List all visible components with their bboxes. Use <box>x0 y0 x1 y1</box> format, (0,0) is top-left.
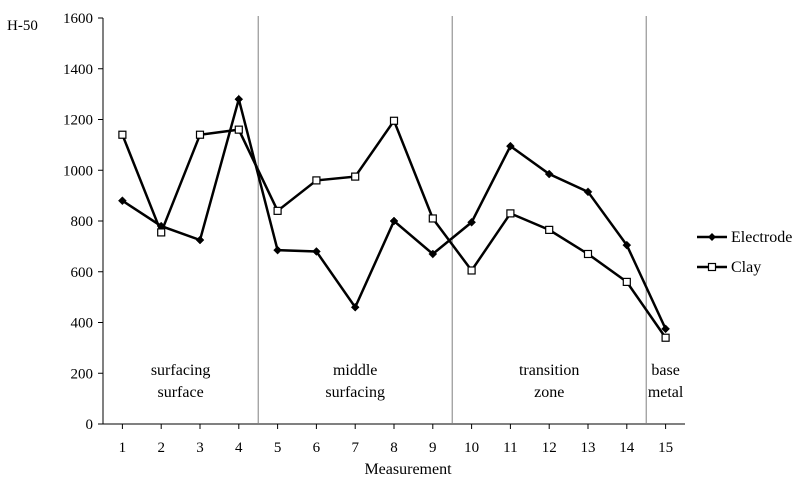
x-tick-label: 7 <box>351 440 359 456</box>
x-tick-label: 5 <box>274 440 282 456</box>
y-axis-label: H-50 <box>7 18 38 34</box>
x-tick-label: 1 <box>119 440 127 456</box>
x-tick-label: 11 <box>503 440 517 456</box>
x-tick-label: 12 <box>542 440 557 456</box>
region-labels: surfacing surface middle surfacing transitio… <box>151 362 684 401</box>
electrode-point <box>118 196 127 206</box>
electrode-point <box>622 240 632 250</box>
x-tick-label: 10 <box>464 440 479 456</box>
clay-point <box>622 277 631 286</box>
x-axis-label: Measurement <box>364 461 452 478</box>
clay-point <box>273 206 282 215</box>
clay-point <box>506 209 515 218</box>
electrode-point <box>312 247 321 256</box>
clay-point <box>428 214 437 223</box>
x-tick-label: 3 <box>196 440 204 456</box>
y-tick-label: 1000 <box>63 163 93 179</box>
region-label: surfacing <box>151 362 211 379</box>
region-label: zone <box>534 384 564 401</box>
clay-point <box>312 176 321 185</box>
clay-point <box>157 228 166 237</box>
series-layer <box>118 94 670 342</box>
electrode-point <box>389 216 399 226</box>
region-label: middle <box>333 362 377 379</box>
clay-point <box>545 225 554 234</box>
legend-electrode-marker <box>708 233 716 241</box>
region-label: transition <box>519 362 579 379</box>
y-tick-label: 600 <box>71 265 94 281</box>
electrode-point <box>544 169 554 179</box>
region-dividers <box>257 16 647 424</box>
y-tick-label: 400 <box>71 316 94 332</box>
legend-clay-marker <box>707 262 717 272</box>
y-tick-label: 1400 <box>63 62 93 78</box>
electrode-point <box>583 187 593 197</box>
x-tick-label: 13 <box>581 440 596 456</box>
y-tick-label: 0 <box>86 417 94 433</box>
clay-point <box>195 130 205 139</box>
region-label: surface <box>158 384 204 401</box>
clay-point <box>583 249 593 259</box>
legend: Electrode Clay <box>697 229 792 276</box>
electrode-point <box>428 249 438 259</box>
clay-point <box>234 125 243 134</box>
x-tick-label: 8 <box>390 440 398 456</box>
electrode-point <box>350 302 360 312</box>
electrode-point <box>273 245 282 255</box>
electrode-point <box>234 94 244 104</box>
electrode-point <box>506 141 515 151</box>
y-tick-label: 200 <box>71 366 94 382</box>
clay-point <box>661 333 670 342</box>
x-tick-label: 9 <box>429 440 437 456</box>
clay-point <box>351 172 360 181</box>
x-tick-label: 4 <box>235 440 243 456</box>
region-label: base <box>651 362 679 379</box>
y-tick-label: 1600 <box>63 11 93 27</box>
clay-point <box>118 130 127 139</box>
x-tick-label: 2 <box>157 440 165 456</box>
y-tick-label: 1200 <box>63 113 93 129</box>
region-label: surfacing <box>325 384 385 401</box>
electrode-point <box>467 217 476 227</box>
clay-point <box>467 266 476 275</box>
x-tick-label: 14 <box>619 440 635 456</box>
legend-clay-label: Clay <box>731 259 761 276</box>
y-tick-label: 800 <box>71 214 94 230</box>
electrode-point <box>195 235 205 245</box>
x-tick-label: 15 <box>658 440 673 456</box>
region-label: metal <box>648 384 684 401</box>
clay-point <box>389 116 399 125</box>
legend-electrode-label: Electrode <box>731 229 792 246</box>
x-tick-label: 6 <box>313 440 321 456</box>
electrode-point <box>661 324 670 334</box>
